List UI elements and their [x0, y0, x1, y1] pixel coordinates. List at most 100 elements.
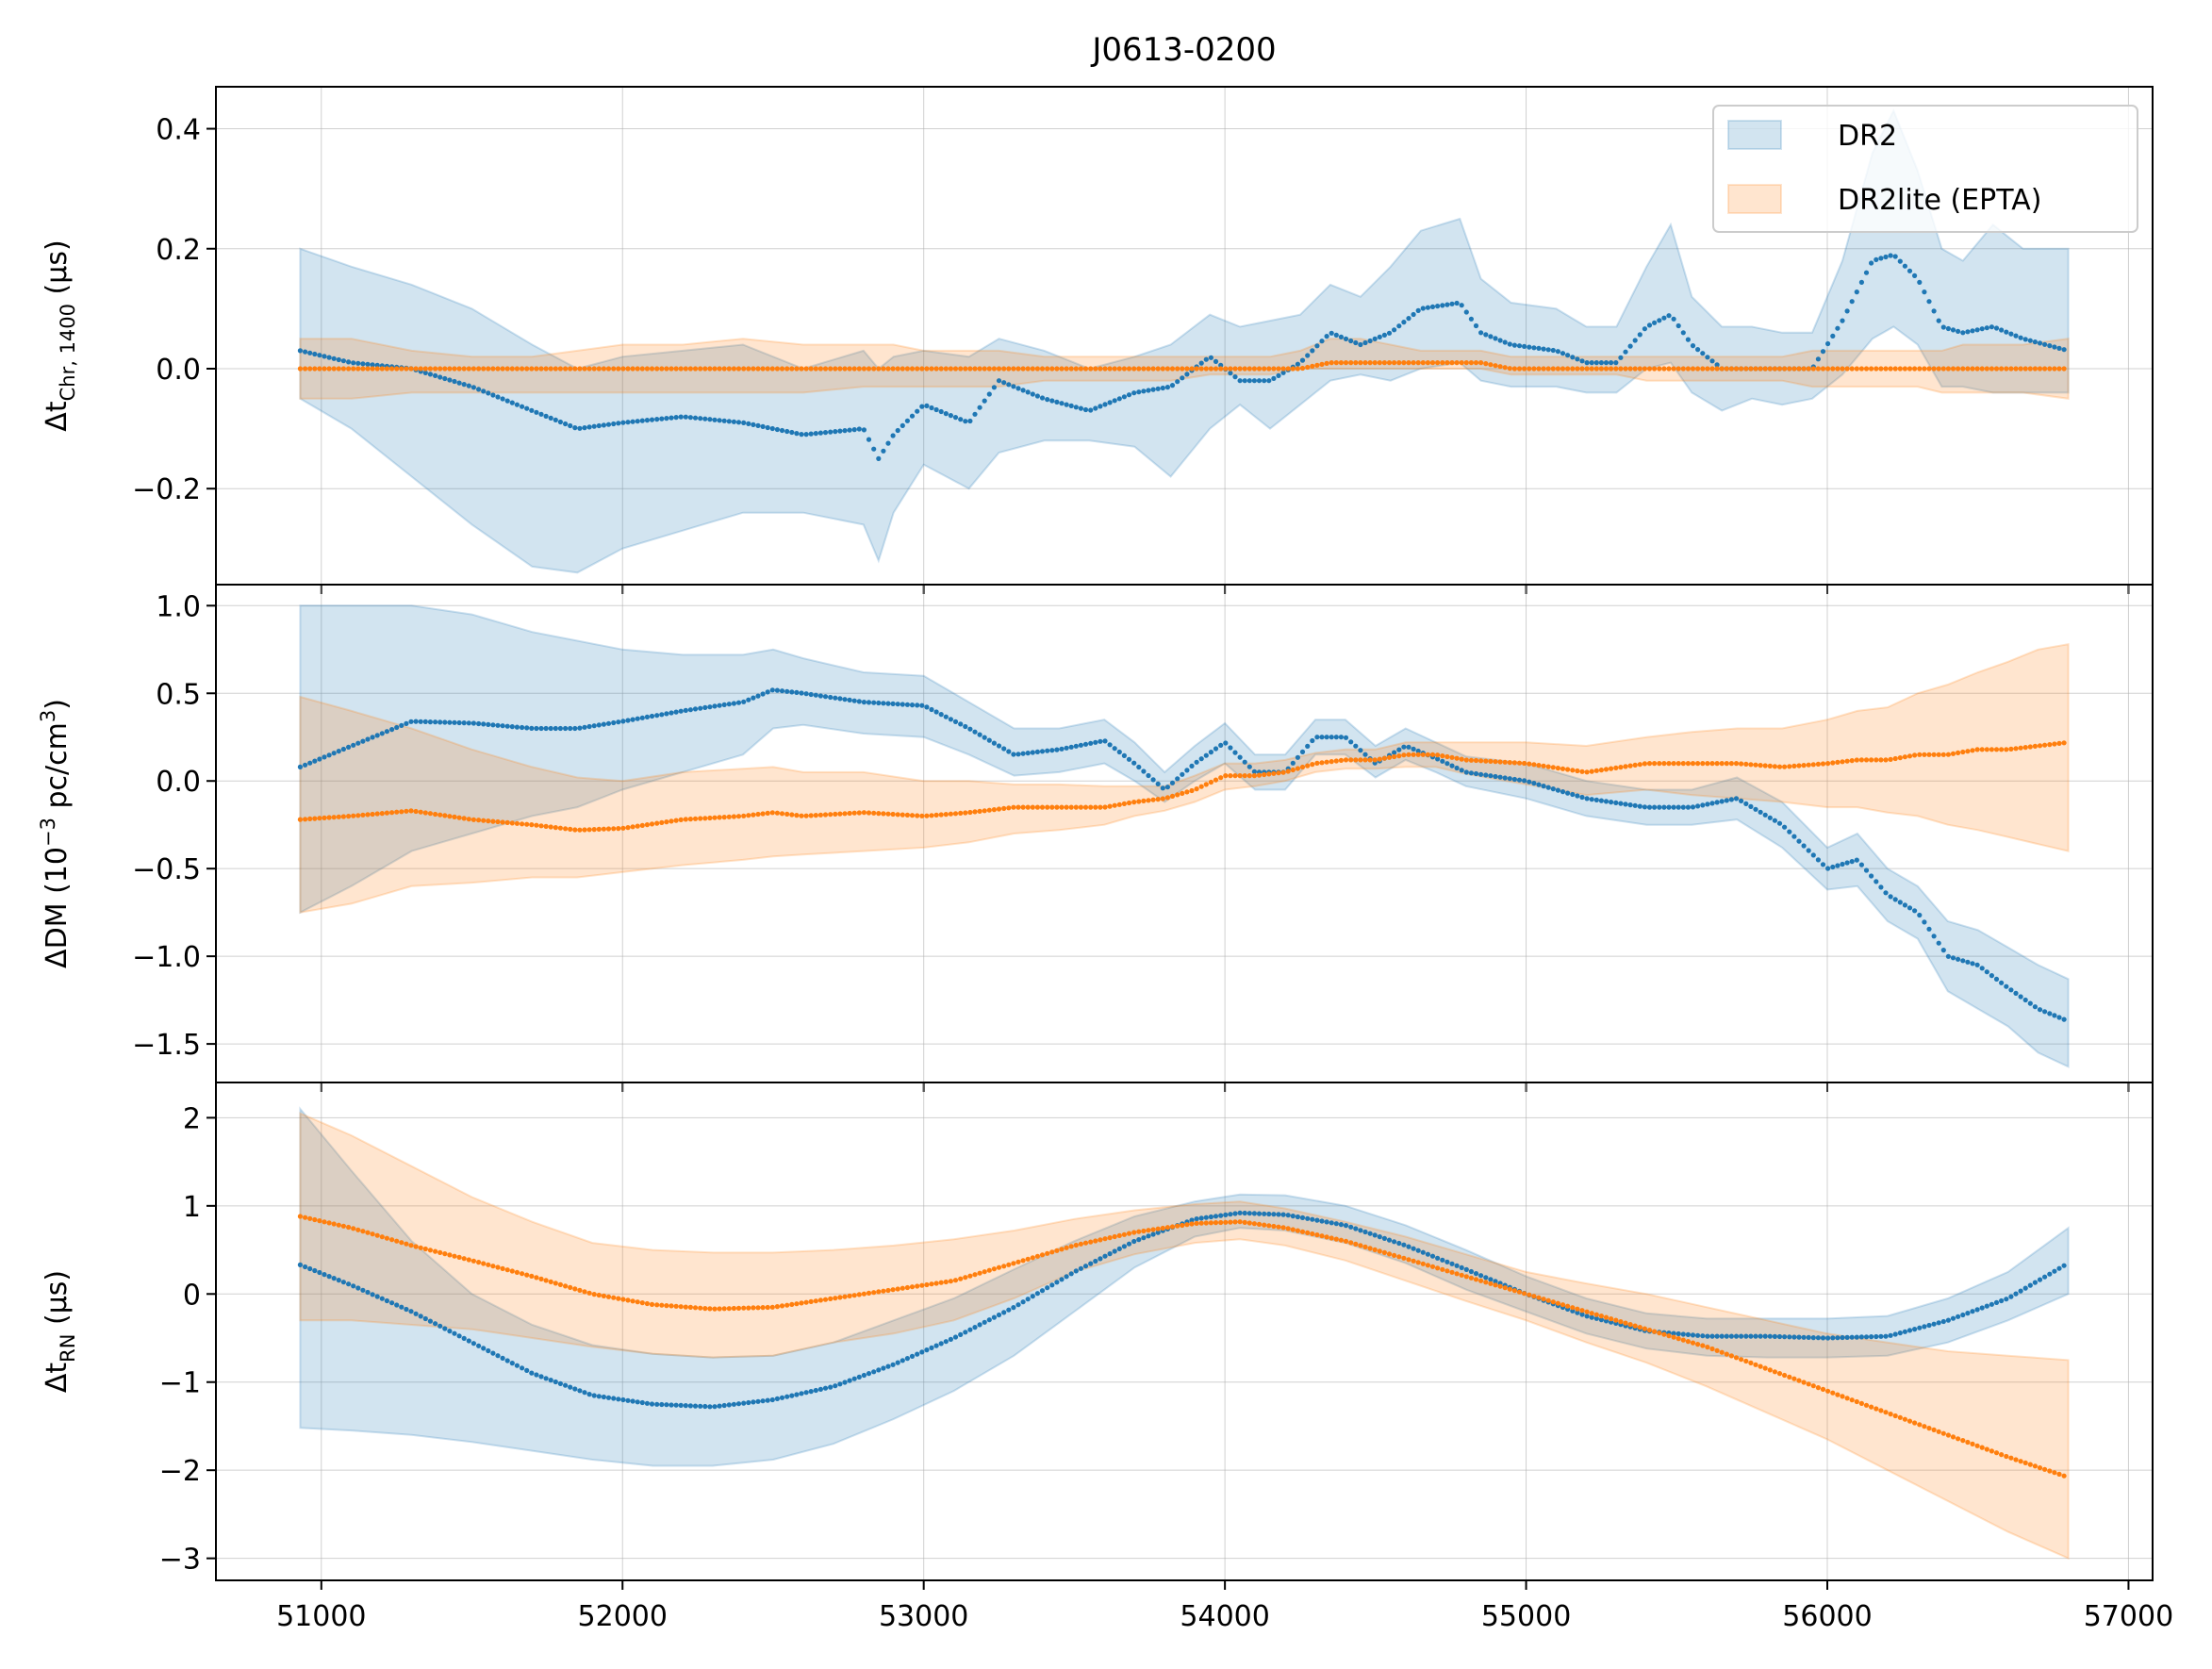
panel-red-noise-point-dr2lite-epta-273: [1613, 1317, 1619, 1323]
panel-red-noise-point-dr2-24: [413, 1311, 419, 1316]
panel-chromatic-point-dr2lite-epta-366: [2061, 366, 2067, 372]
panel-dm-point-dr2lite-epta-84: [702, 816, 708, 821]
panel-chromatic-point-dr2-337: [1922, 289, 1927, 295]
panel-red-noise-point-dr2-42: [500, 1355, 505, 1361]
panel-red-noise-point-dr2lite-epta-194: [1232, 1219, 1238, 1225]
panel-dm-point-dr2lite-epta-159: [1064, 804, 1069, 810]
panel-red-noise-point-dr2-224: [1377, 1234, 1382, 1240]
panel-chromatic-point-dr2lite-epta-224: [1377, 360, 1382, 366]
panel-chromatic-point-dr2lite-epta-208: [1299, 365, 1306, 372]
panel-dm-point-dr2-136: [952, 719, 959, 725]
panel-dm-point-dr2lite-epta-94: [751, 812, 756, 818]
panel-dm-point-dr2-50: [538, 725, 544, 732]
panel-chromatic-point-dr2lite-epta-192: [1223, 366, 1229, 372]
panel-chromatic-point-dr2lite-epta-298: [1733, 366, 1740, 372]
panel-chromatic-point-dr2lite-epta-87: [717, 366, 722, 372]
panel-chromatic-point-dr2lite-epta-137: [958, 366, 964, 372]
panel-red-noise-point-dr2lite-epta-181: [1169, 1224, 1176, 1230]
panel-red-noise-point-dr2-308: [1782, 1334, 1788, 1340]
panel-dm-point-dr2-162: [1078, 742, 1083, 748]
panel-red-noise-point-dr2-328: [1878, 1333, 1884, 1339]
panel-red-noise-point-dr2lite-epta-29: [437, 1249, 443, 1255]
panel-dm-point-dr2-332: [1897, 900, 1903, 905]
panel-dm-point-dr2lite-epta-277: [1632, 762, 1638, 768]
panel-dm-point-dr2-352: [1993, 976, 2000, 982]
panel-chromatic-point-dr2-118: [866, 437, 872, 442]
panel-chromatic-point-dr2lite-epta-131: [929, 366, 934, 372]
panel-chromatic-point-dr2-151: [1025, 389, 1031, 395]
panel-red-noise-point-dr2lite-epta-172: [1126, 1231, 1132, 1236]
panel-red-noise-point-dr2lite-epta-121: [881, 1288, 886, 1294]
panel-red-noise-point-dr2-287: [1680, 1331, 1686, 1337]
panel-dm-point-dr2-182: [1175, 776, 1180, 782]
panel-chromatic-point-dr2-43: [504, 398, 510, 404]
panel-chromatic-point-dr2lite-epta-204: [1280, 366, 1286, 372]
panel-chromatic-point-dr2lite-epta-308: [1782, 366, 1788, 372]
panel-chromatic-point-dr2-131: [929, 405, 934, 411]
panel-red-noise-point-dr2lite-epta-9: [340, 1223, 346, 1229]
panel-red-noise-point-dr2lite-epta-358: [2022, 1460, 2028, 1465]
panel-chromatic-point-dr2-105: [803, 432, 809, 438]
panel-red-noise-point-dr2-32: [452, 1330, 457, 1336]
panel-chromatic-point-dr2-85: [707, 417, 713, 422]
panel-chromatic-point-dr2-284: [1666, 313, 1672, 319]
panel-chromatic-point-dr2-92: [741, 420, 747, 425]
panel-red-noise-point-dr2lite-epta-196: [1242, 1219, 1247, 1225]
panel-red-noise-point-dr2lite-epta-44: [509, 1268, 515, 1274]
panel-dm-point-dr2-134: [943, 714, 949, 719]
panel-red-noise-point-dr2lite-epta-280: [1646, 1328, 1653, 1333]
panel-dm-point-dr2-118: [866, 700, 872, 705]
panel-chromatic-point-dr2-119: [871, 446, 877, 452]
panel-red-noise-point-dr2-188: [1203, 1215, 1209, 1220]
panel-dm-point-dr2-295: [1719, 799, 1725, 804]
panel-chromatic-point-dr2-103: [794, 431, 800, 437]
panel-red-noise-point-dr2-167: [1102, 1253, 1108, 1259]
panel-red-noise-point-dr2-120: [876, 1367, 882, 1373]
panel-red-noise-point-dr2-5: [322, 1272, 327, 1278]
panel-chromatic-point-dr2-34: [461, 382, 467, 388]
panel-dm-point-dr2lite-epta-155: [1045, 804, 1050, 810]
panel-red-noise-point-dr2-70: [635, 1399, 640, 1405]
panel-chromatic-point-dr2-317: [1825, 340, 1831, 347]
panel-chromatic-point-dr2lite-epta-330: [1888, 366, 1893, 372]
panel-chromatic-point-dr2lite-epta-114: [847, 366, 852, 372]
panel-red-noise-point-dr2lite-epta-159: [1064, 1245, 1069, 1250]
panel-red-noise-point-dr2lite-epta-238: [1444, 1268, 1450, 1274]
panel-red-noise-point-dr2-18: [384, 1297, 389, 1304]
panel-dm-point-dr2-192: [1223, 740, 1229, 746]
panel-red-noise-point-dr2lite-epta-357: [2018, 1459, 2023, 1464]
panel-chromatic-point-dr2lite-epta-346: [1965, 366, 1971, 372]
panel-red-noise-point-dr2lite-epta-2: [307, 1215, 313, 1221]
panel-dm-point-dr2-297: [1728, 797, 1734, 802]
panel-red-noise-point-dr2lite-epta-124: [895, 1286, 900, 1292]
panel-chromatic-point-dr2-357: [2018, 335, 2023, 340]
panel-chromatic-point-dr2-63: [601, 422, 607, 428]
panel-dm-point-dr2-88: [721, 702, 727, 708]
panel-dm-point-dr2-96: [760, 691, 766, 697]
panel-chromatic-point-dr2lite-epta-66: [616, 366, 621, 372]
panel-red-noise-point-dr2lite-epta-339: [1931, 1427, 1937, 1432]
panel-dm-point-dr2lite-epta-303: [1758, 763, 1763, 768]
panel-dm-point-dr2lite-epta-24: [413, 808, 419, 815]
panel-red-noise-point-dr2-364: [2052, 1268, 2057, 1274]
panel-chromatic-point-dr2lite-epta-133: [938, 366, 944, 372]
panel-dm-point-dr2-84: [702, 704, 708, 711]
panel-dm-point-dr2lite-epta-180: [1164, 795, 1170, 801]
panel-red-noise-point-dr2-27: [427, 1318, 433, 1324]
panel-dm-point-dr2-180: [1164, 785, 1170, 790]
panel-chromatic-point-dr2lite-epta-165: [1093, 366, 1098, 372]
panel-chromatic-point-dr2lite-epta-258: [1541, 366, 1546, 372]
panel-dm-point-dr2-41: [495, 722, 501, 728]
panel-dm-point-dr2-42: [500, 723, 505, 729]
panel-red-noise-point-dr2lite-epta-304: [1762, 1365, 1768, 1371]
panel-red-noise-point-dr2lite-epta-37: [476, 1260, 482, 1265]
panel-chromatic-point-dr2lite-epta-169: [1112, 366, 1117, 372]
panel-chromatic-point-dr2-163: [1082, 406, 1089, 413]
panel-red-noise-point-dr2lite-epta-349: [1979, 1445, 1985, 1450]
panel-dm-point-dr2-254: [1522, 778, 1527, 784]
panel-dm-point-dr2lite-epta-162: [1078, 804, 1083, 810]
panel-chromatic-point-dr2-351: [1989, 324, 1994, 330]
panel-red-noise-point-dr2lite-epta-361: [2037, 1465, 2043, 1471]
panel-chromatic-point-dr2lite-epta-44: [509, 366, 515, 372]
panel-dm-point-dr2-219: [1353, 743, 1359, 749]
